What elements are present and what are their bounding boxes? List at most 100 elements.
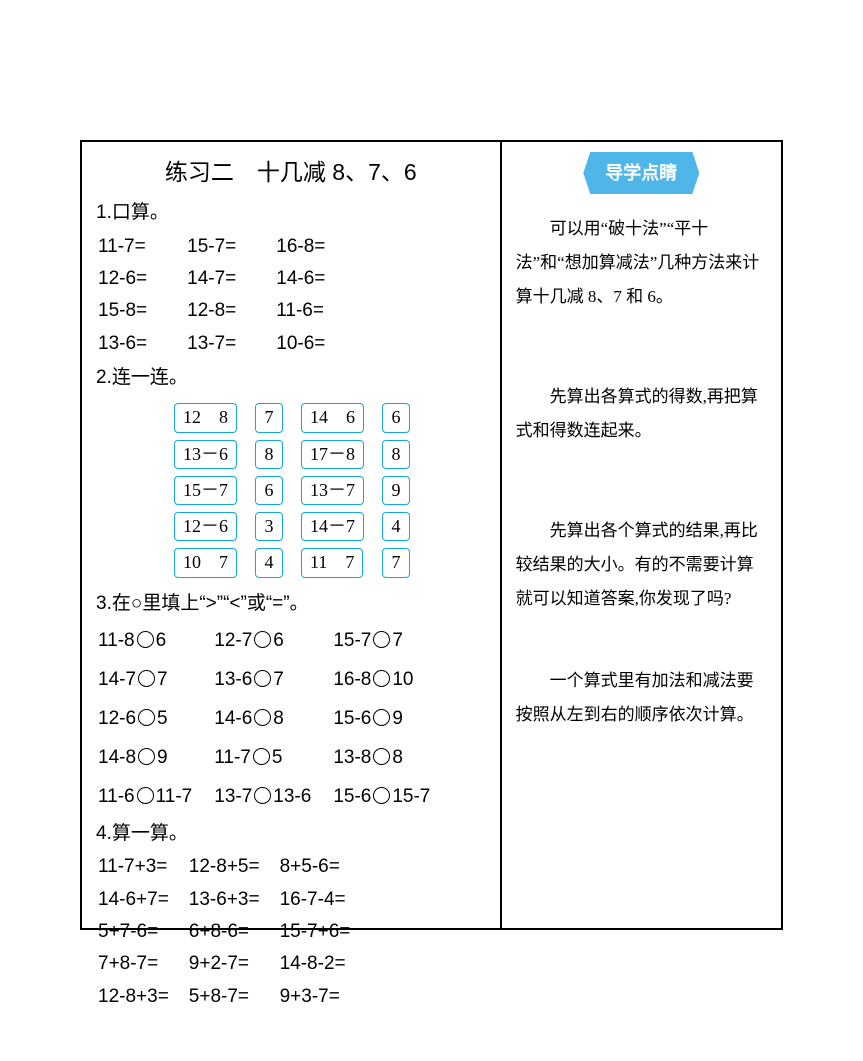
q4-cell: 14-6+7= xyxy=(98,885,187,915)
q4-cell: 5+8-7= xyxy=(189,982,278,1012)
q3-cell: 13-88 xyxy=(333,739,430,776)
q1-cell: 15-7= xyxy=(187,232,274,262)
q2-row: 15－7613－79 xyxy=(174,474,410,507)
sidebar-note-1: 可以用“破十法”“平十法”和“想加算减法”几种方法来计算十几减 8、7 和 6。 xyxy=(516,212,767,314)
q4-cell: 11-7+3= xyxy=(98,852,187,882)
match-box: 4 xyxy=(255,548,283,577)
q4-cell: 12-8+5= xyxy=(189,852,278,882)
match-box: 12 8 xyxy=(174,403,237,432)
match-box: 9 xyxy=(382,476,410,505)
q3-cell: 14-89 xyxy=(98,739,212,776)
q1-row: 12-6=14-7=14-6= xyxy=(98,264,325,294)
q3-cell: 16-810 xyxy=(333,661,430,698)
q3-cell: 15-615-7 xyxy=(333,778,430,815)
circle-blank xyxy=(373,631,390,648)
q4-cell: 9+2-7= xyxy=(189,949,278,979)
q4-cell: 7+8-7= xyxy=(98,949,187,979)
match-box: 7 xyxy=(382,548,410,577)
match-box: 6 xyxy=(382,403,410,432)
q3-label: 3.在○里填上“>”“<”或“=”。 xyxy=(96,587,486,620)
q2-label: 2.连一连。 xyxy=(96,361,486,394)
match-box: 13－6 xyxy=(174,440,237,469)
circle-blank xyxy=(254,787,271,804)
match-box: 8 xyxy=(382,440,410,469)
q1-cell: 11-7= xyxy=(98,232,185,262)
q1-label: 1.口算。 xyxy=(96,196,486,229)
circle-blank xyxy=(254,709,271,726)
q1-row: 15-8=12-8=11-6= xyxy=(98,296,325,326)
q4-cell: 14-8-2= xyxy=(280,949,351,979)
match-box: 14－7 xyxy=(301,512,364,541)
q4-cell: 16-7-4= xyxy=(280,885,351,915)
q3-row: 12-6514-6815-69 xyxy=(98,700,430,737)
circle-blank xyxy=(373,787,390,804)
worksheet-page: 练习二 十几减 8、7、6 1.口算。 11-7=15-7=16-8= 12-6… xyxy=(80,140,783,930)
q3-cell: 12-76 xyxy=(214,622,331,659)
match-box: 12－6 xyxy=(174,512,237,541)
q1-cell: 12-8= xyxy=(187,296,274,326)
q4-row: 14-6+7=13-6+3=16-7-4= xyxy=(98,885,350,915)
sidebar-note-2: 先算出各算式的得数,再把算式和得数连起来。 xyxy=(516,380,767,448)
sidebar-note-4: 一个算式里有加法和减法要按照从左到右的顺序依次计算。 xyxy=(516,664,767,732)
q4-cell: 9+3-7= xyxy=(280,982,351,1012)
q1-row: 11-7=15-7=16-8= xyxy=(98,232,325,262)
q3-cell: 15-77 xyxy=(333,622,430,659)
circle-blank xyxy=(254,631,271,648)
q1-table: 11-7=15-7=16-8= 12-6=14-7=14-6= 15-8=12-… xyxy=(96,230,327,362)
q4-row: 7+8-7=9+2-7=14-8-2= xyxy=(98,949,350,979)
q3-cell: 12-65 xyxy=(98,700,212,737)
sidebar-title: 导学点睛 xyxy=(583,152,699,194)
circle-blank xyxy=(137,787,154,804)
q4-row: 12-8+3=5+8-7=9+3-7= xyxy=(98,982,350,1012)
q1-cell: 13-6= xyxy=(98,329,185,359)
circle-blank xyxy=(253,748,270,765)
q4-cell: 13-6+3= xyxy=(189,885,278,915)
q4-row: 5+7-6=6+8-6=15-7+6= xyxy=(98,917,350,947)
match-box: 14 6 xyxy=(301,403,364,432)
q2-row: 10 7 4 11 7 7 xyxy=(174,546,410,579)
sidebar-note-3: 先算出各个算式的结果,再比较结果的大小。有的不需要计算就可以知道答案,你发现了吗… xyxy=(516,514,767,616)
circle-blank xyxy=(254,670,271,687)
q4-cell: 12-8+3= xyxy=(98,982,187,1012)
q4-row: 11-7+3=12-8+5=8+5-6= xyxy=(98,852,350,882)
q1-cell: 11-6= xyxy=(276,296,325,326)
q2-table: 12 8714 66 13－6817－88 15－7613－79 12－6314… xyxy=(156,398,428,582)
circle-blank xyxy=(373,748,390,765)
match-box: 11 7 xyxy=(301,548,363,577)
q3-cell: 14-68 xyxy=(214,700,331,737)
page-title: 练习二 十几减 8、7、6 xyxy=(96,152,486,192)
spacer xyxy=(516,456,767,514)
q3-row: 11-611-713-713-615-615-7 xyxy=(98,778,430,815)
spacer xyxy=(516,624,767,664)
circle-blank xyxy=(138,709,155,726)
q4-cell: 5+7-6= xyxy=(98,917,187,947)
q3-row: 11-8612-7615-77 xyxy=(98,622,430,659)
q3-cell: 11-75 xyxy=(214,739,331,776)
q3-table: 11-8612-7615-77 14-7713-6716-810 12-6514… xyxy=(96,620,432,817)
q3-cell: 11-611-7 xyxy=(98,778,212,815)
match-box: 15－7 xyxy=(174,476,237,505)
match-box: 4 xyxy=(382,512,410,541)
q2-row: 12－6 3 14－7 4 xyxy=(174,510,410,543)
match-box: 13－7 xyxy=(301,476,364,505)
match-box: 8 xyxy=(255,440,283,469)
circle-blank xyxy=(373,709,390,726)
match-box: 17－8 xyxy=(301,440,364,469)
main-column: 练习二 十几减 8、7、6 1.口算。 11-7=15-7=16-8= 12-6… xyxy=(82,142,502,928)
q3-row: 14-8911-7513-88 xyxy=(98,739,430,776)
match-box: 10 7 xyxy=(174,548,237,577)
sidebar-title-wrap: 导学点睛 xyxy=(516,152,767,194)
match-box: 3 xyxy=(255,512,283,541)
q3-cell: 13-713-6 xyxy=(214,778,331,815)
q3-cell: 15-69 xyxy=(333,700,430,737)
sidebar-column: 导学点睛 可以用“破十法”“平十法”和“想加算减法”几种方法来计算十几减 8、7… xyxy=(502,142,781,928)
q4-table: 11-7+3=12-8+5=8+5-6= 14-6+7=13-6+3=16-7-… xyxy=(96,850,352,1014)
circle-blank xyxy=(373,670,390,687)
q1-cell: 14-7= xyxy=(187,264,274,294)
q1-cell: 14-6= xyxy=(276,264,325,294)
circle-blank xyxy=(138,748,155,765)
q1-row: 13-6=13-7=10-6= xyxy=(98,329,325,359)
q4-cell: 6+8-6= xyxy=(189,917,278,947)
q3-cell: 13-67 xyxy=(214,661,331,698)
q1-cell: 13-7= xyxy=(187,329,274,359)
